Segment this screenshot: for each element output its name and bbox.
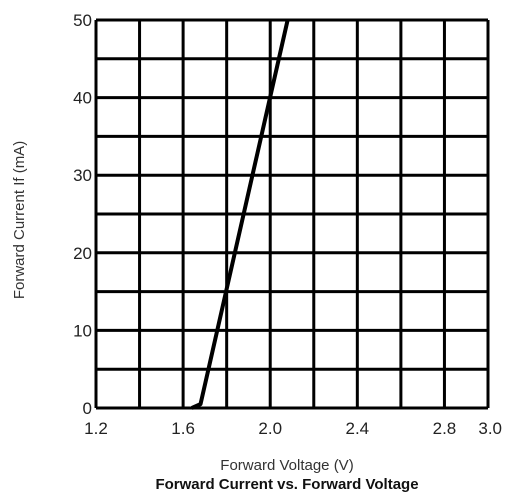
x-tick-label: 2.8 xyxy=(433,419,457,438)
series-line xyxy=(191,19,290,410)
y-tick-label: 20 xyxy=(73,244,92,263)
y-tick-label: 0 xyxy=(83,399,92,418)
y-tick-label: 30 xyxy=(73,166,92,185)
x-tick-label: 2.0 xyxy=(258,419,282,438)
x-tick-label: 1.6 xyxy=(171,419,195,438)
y-tick-labels: 0 10 20 30 40 50 xyxy=(73,11,92,418)
y-axis-label: Forward Current If (mA) xyxy=(11,141,28,299)
x-axis-label: Forward Voltage (V) xyxy=(220,457,353,474)
y-tick-label: 50 xyxy=(73,11,92,30)
grid xyxy=(94,18,490,410)
y-tick-label: 10 xyxy=(73,321,92,340)
series-layer xyxy=(191,19,290,410)
x-tick-label: 3.0 xyxy=(478,419,502,438)
x-tick-labels: 1.2 1.6 2.0 2.4 2.8 3.0 xyxy=(84,419,502,438)
chart-title: Forward Current vs. Forward Voltage xyxy=(155,476,418,493)
y-tick-label: 40 xyxy=(73,89,92,108)
x-tick-label: 1.2 xyxy=(84,419,108,438)
x-tick-label: 2.4 xyxy=(346,419,370,438)
